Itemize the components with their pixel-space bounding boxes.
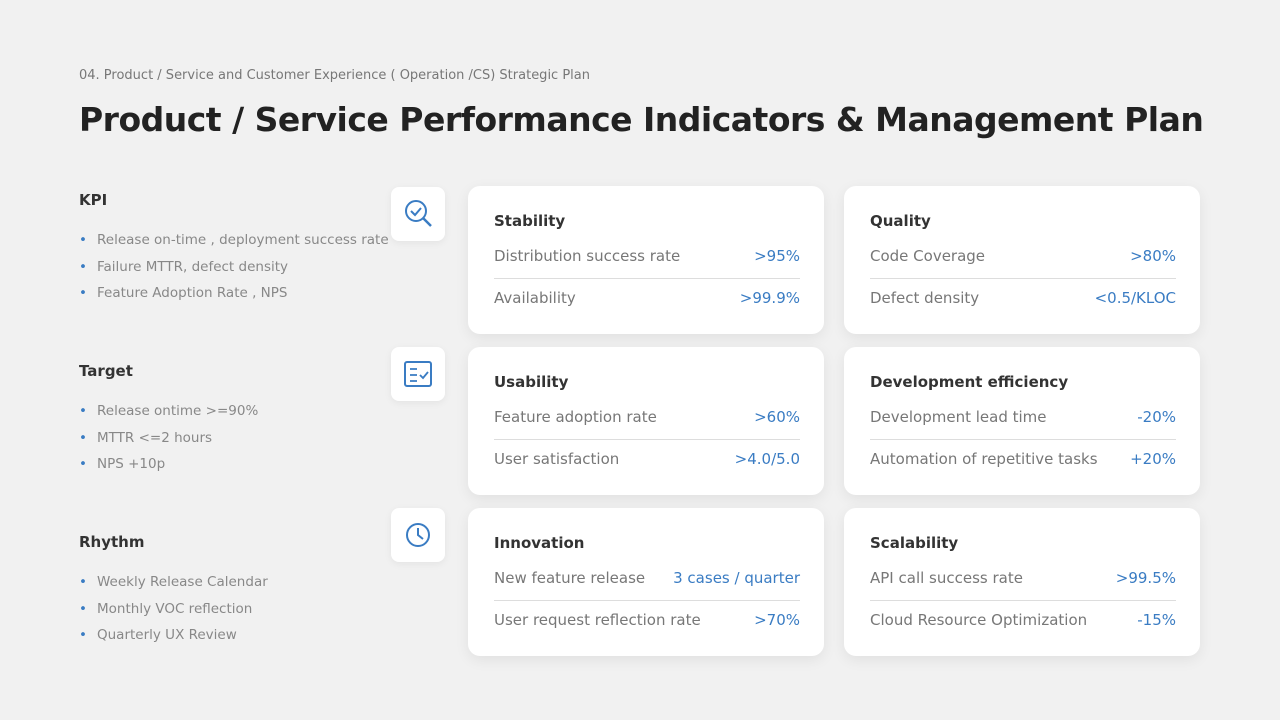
metric-value: <0.5/KLOC: [1094, 289, 1176, 307]
metric-value: >60%: [754, 408, 800, 426]
section-heading: Rhythm: [79, 533, 145, 551]
card-title: Usability: [494, 373, 569, 391]
bullet-item: Release on-time , deployment success rat…: [79, 232, 389, 248]
card-title: Development efficiency: [870, 373, 1069, 391]
divider: [870, 439, 1176, 440]
icon-graphic: [404, 361, 432, 387]
metric-label: New feature release: [494, 569, 646, 587]
metric-label: Development lead time: [870, 408, 1047, 426]
metric-card: Innovation New feature release 3 cases / q…: [468, 508, 824, 656]
icon-graphic: [406, 523, 430, 547]
bullet-item: Quarterly UX Review: [79, 627, 237, 643]
divider: [494, 600, 800, 601]
metric-value: >99.5%: [1115, 569, 1176, 587]
breadcrumb: 04. Product / Service and Customer Exper…: [79, 68, 590, 83]
metric-card: Scalability API call success rate >99.5% Cl…: [844, 508, 1200, 656]
divider: [870, 600, 1176, 601]
metric-card: Stability Distribution success rate >95% Av…: [468, 186, 824, 334]
page-title: Product / Service Performance Indicators…: [79, 100, 1204, 139]
bullet-item: Monthly VOC reflection: [79, 601, 252, 617]
divider: [494, 439, 800, 440]
metric-label: Distribution success rate: [494, 247, 681, 265]
bullet-item: Feature Adoption Rate , NPS: [79, 285, 287, 301]
metric-label: Defect density: [870, 289, 980, 307]
divider: [870, 278, 1176, 279]
bullet-item: Release ontime >=90%: [79, 403, 258, 419]
metric-value: >4.0/5.0: [734, 450, 800, 468]
metric-label: Cloud Resource Optimization: [870, 611, 1088, 629]
section-heading: Target: [79, 362, 133, 380]
metric-label: API call success rate: [870, 569, 1023, 587]
bullet-item: MTTR <=2 hours: [79, 430, 212, 446]
clock-icon: [391, 508, 445, 562]
bullet-item: Failure MTTR, defect density: [79, 259, 288, 275]
metric-value: >80%: [1130, 247, 1176, 265]
metric-label: Availability: [494, 289, 576, 307]
metric-card: Usability Feature adoption rate >60% User s…: [468, 347, 824, 495]
card-title: Stability: [494, 212, 566, 230]
icon-graphic: [405, 200, 432, 227]
metric-value: +20%: [1130, 450, 1176, 468]
divider: [494, 278, 800, 279]
metric-card: Quality Code Coverage >80% Defect density <0…: [844, 186, 1200, 334]
metric-value: 3 cases / quarter: [673, 569, 800, 587]
bullet-item: NPS +10p: [79, 456, 165, 472]
metric-value: >70%: [754, 611, 800, 629]
metric-label: User request reflection rate: [494, 611, 701, 629]
metric-value: >95%: [754, 247, 800, 265]
search-icon: [391, 187, 445, 241]
card-title: Innovation: [494, 534, 585, 552]
metric-label: Feature adoption rate: [494, 408, 657, 426]
metric-card: Development efficiency Development lead t…: [844, 347, 1200, 495]
card-title: Scalability: [870, 534, 959, 552]
metric-label: Code Coverage: [870, 247, 986, 265]
bullet-item: Weekly Release Calendar: [79, 574, 268, 590]
metric-value: -15%: [1137, 611, 1176, 629]
metric-value: >99.9%: [739, 289, 800, 307]
checklist-icon: [391, 347, 445, 401]
card-title: Quality: [870, 212, 931, 230]
metric-value: -20%: [1137, 408, 1176, 426]
section-heading: KPI: [79, 191, 108, 209]
metric-label: Automation of repetitive tasks: [870, 450, 1098, 468]
metric-label: User satisfaction: [494, 450, 620, 468]
